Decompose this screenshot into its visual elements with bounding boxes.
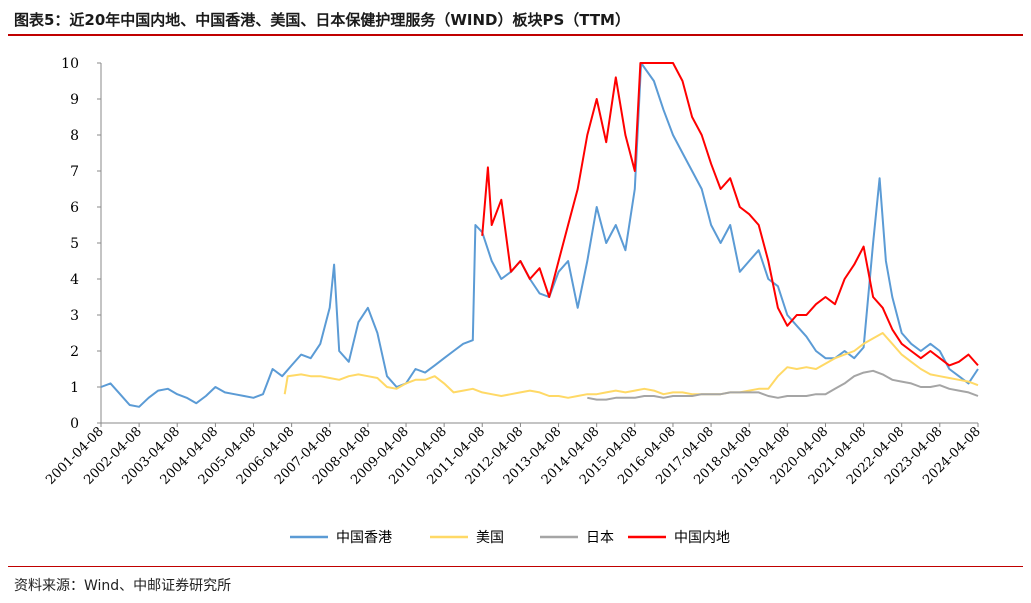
legend-label: 中国内地 (674, 530, 730, 546)
series-line-中国香港 (100, 62, 979, 408)
y-tick-label: 1 (70, 380, 79, 396)
chart-title: 图表5：近20年中国内地、中国香港、美国、日本保健护理服务（WIND）板块PS（… (14, 11, 630, 29)
series-line-日本 (587, 369, 979, 401)
y-tick-label: 0 (70, 416, 79, 432)
axes: 0123456789102001-04-082002-04-082003-04-… (43, 56, 984, 488)
legend: 中国香港 美国 日本 中国内地 (290, 530, 730, 546)
bottom-rule (8, 566, 1023, 567)
y-tick-label: 7 (70, 164, 79, 180)
series-line-中国内地 (481, 62, 979, 367)
legend-label: 日本 (586, 530, 614, 546)
y-tick-label: 3 (70, 308, 79, 324)
ps-line-chart: 0123456789102001-04-082002-04-082003-04-… (43, 56, 984, 546)
y-tick-label: 5 (70, 236, 79, 252)
y-tick-label: 4 (70, 272, 79, 288)
legend-label: 美国 (476, 530, 504, 546)
y-tick-label: 10 (61, 56, 79, 72)
y-tick-label: 2 (70, 344, 79, 360)
top-rule (8, 34, 1023, 36)
legend-label: 中国香港 (336, 530, 392, 546)
series-layer (100, 62, 979, 408)
series-line-美国 (283, 332, 979, 399)
y-tick-label: 6 (70, 200, 79, 216)
y-tick-label: 8 (70, 128, 79, 144)
source-note: 资料来源：Wind、中邮证券研究所 (14, 578, 232, 594)
y-tick-label: 9 (70, 92, 79, 108)
